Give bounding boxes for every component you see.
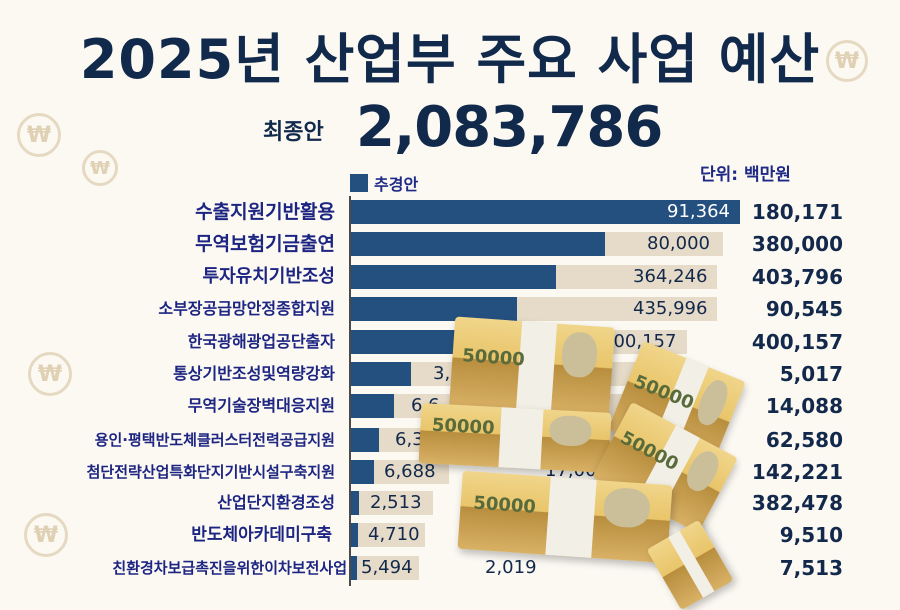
final-value: 380,000 — [751, 232, 843, 256]
bar-value: 5,494 — [361, 557, 413, 578]
money-stack-icon: 50000 — [457, 470, 673, 564]
final-value: 14,088 — [765, 394, 843, 418]
bar-supplementary — [351, 556, 357, 580]
chart-row: 투자유치기반조성 364,246 403,796 — [0, 264, 900, 290]
row-label: 반도체아카데미구축 — [191, 525, 332, 545]
unit-label: 단위: 백만원 — [700, 165, 791, 185]
chart-row: 수출지원기반활용 91,364 180,171 — [0, 199, 900, 225]
portrait-icon — [560, 331, 599, 379]
money-band — [498, 407, 544, 470]
denomination-label: 50000 — [431, 415, 496, 440]
bar-value: 91,364 — [667, 201, 730, 222]
row-label: 수출지원기반활용 — [195, 201, 335, 223]
portrait-icon — [602, 486, 652, 530]
row-label: 한국광해광업공단출자 — [187, 332, 335, 351]
money-stack-icon: 50000 — [449, 316, 615, 418]
final-label: 최종안 — [263, 120, 324, 145]
bar-supplementary — [351, 265, 556, 289]
money-band — [545, 476, 598, 558]
row-label: 소부장공급망안정종합지원 — [158, 299, 335, 318]
bar-value: 435,996 — [633, 298, 708, 319]
y-axis-line — [349, 196, 351, 586]
final-value: 403,796 — [751, 265, 843, 289]
row-label: 무역보험기금출연 — [195, 233, 335, 255]
legend-label: 추경안 — [374, 175, 419, 194]
money-stack-icon: 50000 — [418, 403, 612, 473]
bar-value: 6,3 — [395, 429, 424, 450]
won-coin-icon: ₩ — [826, 40, 868, 82]
bar-value: 4,710 — [368, 524, 420, 545]
portrait-icon — [548, 414, 593, 447]
chart-row: 친환경차보급촉진을위한이차보전사업 5,494 7,513 — [0, 555, 900, 581]
bar-supplementary — [351, 297, 517, 321]
bar-supplementary — [351, 460, 374, 484]
denomination-label: 50000 — [472, 492, 537, 519]
bar-background — [351, 523, 425, 547]
page-title: 2025년 산업부 주요 사업 예산 — [79, 28, 821, 91]
final-value: 142,221 — [751, 460, 843, 484]
final-value: 400,157 — [751, 330, 843, 354]
legend: 추경안 — [350, 171, 418, 195]
bar-value: 2,513 — [370, 492, 422, 513]
final-total-value: 2,083,786 — [356, 95, 663, 160]
row-label: 친환경차보급촉진을위한이차보전사업 — [112, 559, 347, 577]
chart-row: 소부장공급망안정종합지원 435,996 90,545 — [0, 296, 900, 322]
bar-background — [351, 556, 419, 580]
bar-supplementary — [351, 362, 411, 386]
final-value: 90,545 — [765, 297, 843, 321]
final-value: 62,580 — [765, 428, 843, 452]
chart-row: 산업단지환경조성 2,513 382,478 — [0, 490, 900, 516]
bar-supplementary — [351, 523, 358, 547]
bar-supplementary — [351, 200, 740, 224]
chart-row: 첨단전략산업특화단지기반시설구축지원 6,688 142,221 — [0, 459, 900, 485]
money-band — [668, 530, 715, 598]
chart-row: 반도체아카데미구축 4,710 9,510 — [0, 522, 900, 548]
row-label: 투자유치기반조성 — [202, 266, 335, 287]
chart-row: 한국광해광업공단출자 400,157 400,157 — [0, 329, 900, 355]
won-coin-icon: ₩ — [28, 352, 72, 396]
final-value: 5,017 — [779, 362, 843, 386]
bar-supplementary — [351, 394, 394, 418]
row-label: 첨단전략산업특화단지기반시설구축지원 — [86, 463, 335, 481]
final-value: 180,171 — [751, 200, 843, 224]
final-value: 9,510 — [779, 523, 843, 547]
bar-value: 6,688 — [384, 461, 436, 482]
bar-value: 80,000 — [647, 233, 710, 254]
chart-row: 무역보험기금출연 80,000 380,000 — [0, 231, 900, 257]
legend-swatch — [350, 174, 368, 192]
won-coin-icon: ₩ — [82, 150, 118, 186]
row-label: 용인·평택반도체클러스터전력공급지원 — [94, 431, 335, 449]
row-label: 통상기반조성및역량강화 — [173, 364, 335, 383]
bar-value: 3, — [433, 363, 451, 384]
won-coin-icon: ₩ — [17, 113, 61, 157]
bar-supplementary — [351, 428, 379, 452]
bar-background — [351, 491, 433, 515]
bar-value: 364,246 — [633, 266, 708, 287]
row-label: 무역기술장벽대응지원 — [187, 396, 335, 415]
denomination-label: 50000 — [461, 344, 526, 371]
final-value: 382,478 — [751, 491, 843, 515]
row-label: 산업단지환경조성 — [217, 493, 335, 512]
bar-supplementary — [351, 232, 605, 256]
final-value: 7,513 — [779, 556, 843, 580]
bar-supplementary — [351, 491, 359, 515]
won-coin-icon: ₩ — [24, 513, 68, 557]
floating-value: 2,019 — [485, 557, 537, 578]
